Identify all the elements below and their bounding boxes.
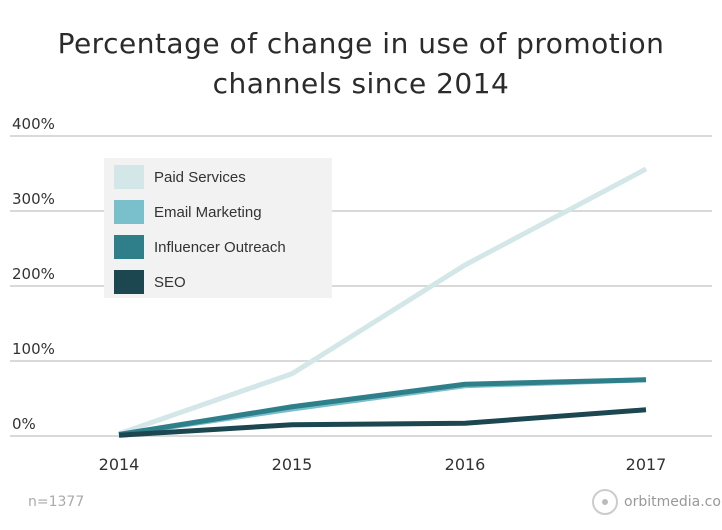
y-tick-label: 0% [12,415,36,433]
legend-label: SEO [154,273,186,291]
sample-size-note: n=1377 [28,494,85,510]
legend-item: Paid Services [114,165,246,189]
title-line-2: channels since 2014 [212,67,510,100]
brand-text: orbitmedia.com [624,494,722,510]
chart-title: Percentage of change in use of promotion… [0,24,722,104]
y-tick-label: 200% [12,265,55,283]
legend-label: Paid Services [154,168,246,186]
x-tick-label: 2017 [626,455,667,474]
legend-swatch [114,165,144,189]
legend-item: SEO [114,270,186,294]
series-line-influencer-outreach [118,377,647,437]
brand-logo: orbitmedia.com [592,489,722,515]
x-tick-label: 2016 [445,455,486,474]
legend-label: Influencer Outreach [154,238,286,256]
y-tick-label: 400% [12,115,55,133]
legend-label: Email Marketing [154,203,262,221]
legend: Paid Services Email Marketing Influencer O… [104,158,332,298]
legend-item: Influencer Outreach [114,235,286,259]
orbit-logo-icon [592,489,618,515]
legend-item: Email Marketing [114,200,262,224]
x-tick-label: 2015 [272,455,313,474]
x-tick-label: 2014 [99,455,140,474]
series-line-seo [118,407,647,438]
title-line-1: Percentage of change in use of promotion [57,27,665,60]
y-tick-label: 300% [12,190,55,208]
legend-swatch [114,235,144,259]
y-tick-label: 100% [12,340,55,358]
legend-swatch [114,270,144,294]
series-line-paid-services [118,166,648,437]
legend-swatch [114,200,144,224]
